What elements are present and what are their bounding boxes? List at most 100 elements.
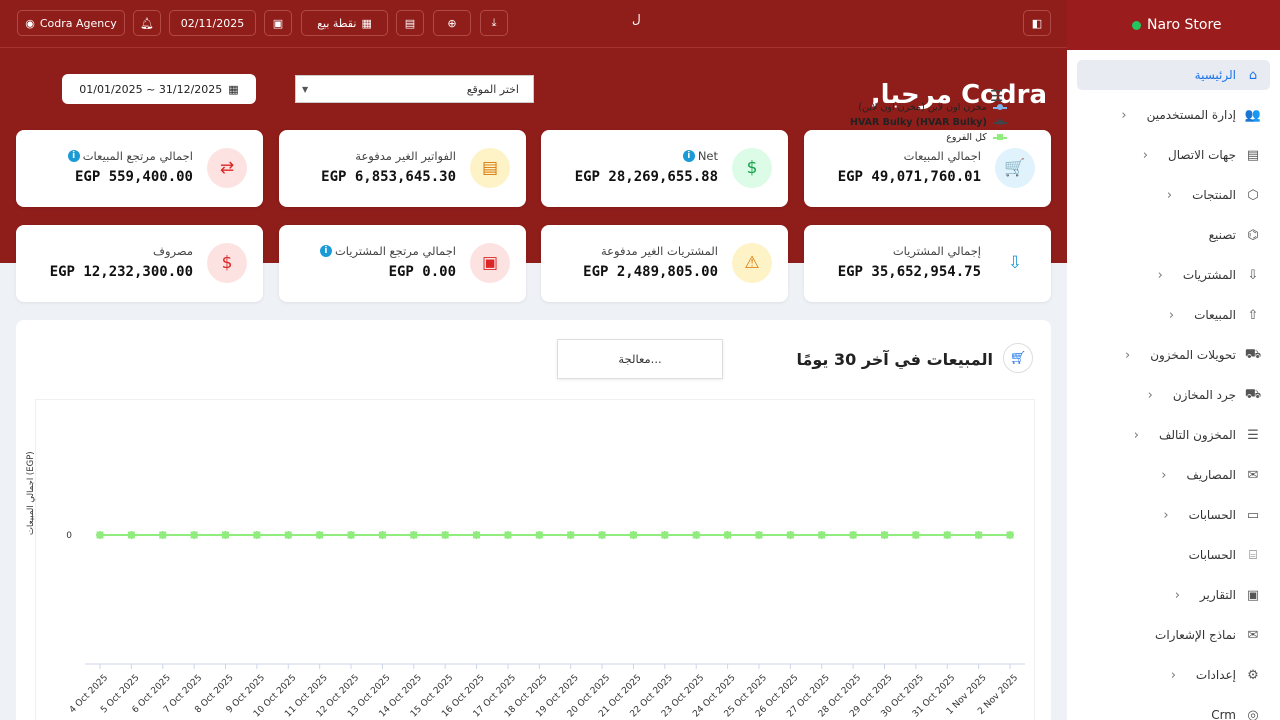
data-point	[284, 531, 292, 539]
info-icon[interactable]: i	[682, 150, 695, 162]
stat-card: ⚠ المشتريات الغير مدفوعة EGP 2,489,805.00	[541, 225, 788, 302]
chart-area	[35, 399, 1035, 720]
sidebar-item-label: جرد المخازن	[1172, 388, 1236, 402]
chevron-left-icon: ‹	[1121, 107, 1127, 123]
store-brand[interactable]: Naro Store	[1067, 0, 1280, 50]
stat-card-label: اجمالي مرتجع المشتريات i	[319, 244, 456, 258]
sidebar-item[interactable]: ⇩ المشتريات ‹	[1077, 260, 1270, 290]
notifications-button[interactable]: 🔔︎	[133, 10, 161, 36]
stat-card-label: الفواتير الغير مدفوعة	[355, 149, 456, 163]
online-status-dot-icon	[1132, 20, 1141, 30]
sidebar-menu: ⌂ الرئيسية 👥 إدارة المستخدمين ‹ ▤ جهات الاتصال…	[1067, 50, 1280, 720]
chevron-left-icon: ‹	[1157, 267, 1163, 283]
sidebar-item[interactable]: ⌂ الرئيسية	[1077, 60, 1270, 90]
calendar-icon: ▦	[228, 82, 239, 96]
data-point	[347, 531, 355, 539]
wallet-icon: ▭	[1246, 507, 1260, 523]
download-icon: ⤓	[491, 16, 497, 29]
sidebar-item-label: إدارة المستخدمين	[1146, 108, 1236, 122]
calculator-button[interactable]: ▤	[396, 10, 424, 36]
stat-card-label-text: إجمالي المشتريات	[892, 244, 981, 258]
chart-menu-icon[interactable]: ☰	[990, 87, 1004, 105]
stat-card-label-text: اجمالي مرتجع المشتريات	[334, 244, 456, 258]
add-button[interactable]: ⊕	[433, 10, 471, 36]
sidebar-item[interactable]: ☰ المخزون التالف ‹	[1077, 420, 1270, 450]
data-point	[253, 531, 261, 539]
date-range-picker[interactable]: 01/01/2025 ~ 31/12/2025 ▦	[62, 74, 256, 104]
factory-icon: ⌬	[1247, 227, 1259, 243]
cash-register-button[interactable]: ▣	[264, 10, 292, 36]
stat-card-value: EGP 28,269,655.88	[574, 169, 718, 185]
pos-button[interactable]: نقطة بيع ▦	[301, 10, 388, 36]
chevron-left-icon: ‹	[1174, 587, 1180, 603]
data-point	[1006, 531, 1014, 539]
data-point	[629, 531, 637, 539]
sidebar-item[interactable]: ◎ Crm	[1077, 700, 1270, 720]
sidebar-item-label: الرئيسية	[1194, 68, 1236, 82]
sidebar-item[interactable]: ✉ نماذج الإشعارات	[1077, 620, 1270, 650]
exchange-icon: ⇄	[207, 148, 247, 188]
sidebar-item[interactable]: ⬡ المنتجات ‹	[1077, 180, 1270, 210]
sidebar-item-label: نماذج الإشعارات	[1155, 628, 1236, 642]
sidebar-item-label: إعدادات	[1195, 668, 1236, 682]
date-range-value: 01/01/2025 ~ 31/12/2025	[79, 82, 223, 96]
info-icon[interactable]: i	[67, 150, 80, 162]
top-bar: ◉ Codra Agency 🔔︎ 02/11/2025 ▣ نقطة بيع …	[0, 0, 1067, 48]
current-date-button[interactable]: 02/11/2025	[169, 10, 256, 36]
envelope-icon: ✉	[1247, 627, 1259, 643]
bank-icon: ⌸	[1249, 547, 1257, 563]
stat-card-value: EGP 2,489,805.00	[583, 264, 718, 280]
sidebar-item[interactable]: ⛟ جرد المخازن ‹	[1077, 380, 1270, 410]
sidebar-item[interactable]: ▭ الحسابات ‹	[1077, 500, 1270, 530]
data-point	[661, 531, 669, 539]
download-button[interactable]: ⤓	[480, 10, 508, 36]
sidebar-item[interactable]: ⚙ إعدادات ‹	[1077, 660, 1270, 690]
sidebar-item-label: المشتريات	[1182, 268, 1236, 282]
legend-entry[interactable]: مخزن اون لاين (مخزن اون لاين)	[850, 100, 1007, 115]
stat-card-value: EGP 12,232,300.00	[49, 264, 193, 280]
cart-icon: 🛒︎	[1003, 343, 1033, 373]
sidebar-item-label: Crm	[1211, 708, 1236, 720]
legend-entry[interactable]: كل الفروع	[850, 130, 1007, 145]
stat-card-label: المشتريات الغير مدفوعة	[601, 244, 718, 258]
data-point	[755, 531, 763, 539]
sidebar-item[interactable]: ⌸ الحسابات	[1077, 540, 1270, 570]
stat-card: ▣ اجمالي مرتجع المشتريات i EGP 0.00	[279, 225, 526, 302]
sidebar-item[interactable]: ⇧ المبيعات ‹	[1077, 300, 1270, 330]
sidebar-item-label: تصنيع	[1208, 228, 1236, 242]
data-point	[692, 531, 700, 539]
download-circle-icon: ⇩	[995, 243, 1035, 283]
data-point	[96, 531, 104, 539]
sidebar-item[interactable]: ⛟ تحويلات المخزون ‹	[1077, 340, 1270, 370]
stat-card-label-text: اجمالي مرتجع المبيعات	[82, 149, 193, 163]
processing-indicator: معالجة...	[557, 339, 723, 379]
stat-card-label: اجمالي المبيعات	[904, 149, 981, 163]
stat-card: ▤ الفواتير الغير مدفوعة EGP 6,853,645.30	[279, 130, 526, 207]
legend-entry[interactable]: HVAR Bulky (HVAR Bulky)	[850, 115, 1007, 130]
chevron-left-icon: ‹	[1142, 147, 1148, 163]
stat-card-label: اجمالي مرتجع المبيعات i	[67, 149, 193, 163]
sidebar-item[interactable]: ⌬ تصنيع	[1077, 220, 1270, 250]
sidebar-item[interactable]: ▤ جهات الاتصال ‹	[1077, 140, 1270, 170]
sidebar-item[interactable]: 👥 إدارة المستخدمين ‹	[1077, 100, 1270, 130]
toggle-sidebar-button[interactable]: ◧	[1023, 10, 1051, 36]
stat-card: 🛒 اجمالي المبيعات EGP 49,071,760.01	[804, 130, 1051, 207]
document-icon: ▤	[470, 148, 510, 188]
download-icon: ⇩	[1247, 267, 1259, 283]
chevron-left-icon: ‹	[1124, 347, 1131, 363]
legend-marker-icon	[992, 133, 1007, 140]
sidebar-item[interactable]: ▣ التقارير ‹	[1077, 580, 1270, 610]
info-icon[interactable]: i	[319, 245, 332, 257]
chevron-left-icon: ‹	[1133, 427, 1139, 443]
stat-card-value: EGP 0.00	[388, 264, 456, 280]
user-menu-button[interactable]: ◉ Codra Agency	[17, 10, 125, 36]
database-icon: ☰	[1247, 427, 1259, 443]
plus-circle-icon: ⊕	[447, 16, 457, 30]
sidebar: Naro Store ⌂ الرئيسية 👥 إدارة المستخدمين ‹ ▤ ج…	[1067, 0, 1280, 720]
location-select[interactable]: ▼ اختر الموقع	[295, 75, 534, 103]
user-circle-icon: ◉	[25, 16, 35, 30]
chevron-left-icon: ‹	[1161, 467, 1167, 483]
user-label: Codra Agency	[39, 16, 117, 30]
stat-card-label: Net i	[682, 149, 718, 163]
sidebar-item[interactable]: ✉ المصاريف ‹	[1077, 460, 1270, 490]
